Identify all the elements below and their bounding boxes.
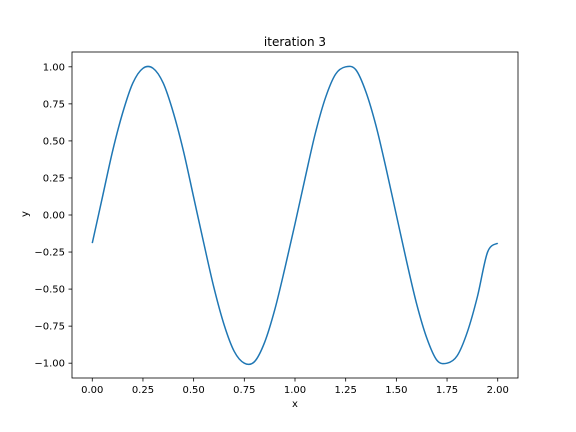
y-tick-label: −0.25 (34, 248, 65, 259)
chart-title: iteration 3 (264, 35, 326, 49)
x-tick-label: 0.75 (233, 385, 255, 396)
x-tick-label: 1.50 (385, 385, 407, 396)
y-tick-label: 0.50 (43, 136, 65, 147)
y-tick-label: 0.75 (43, 99, 65, 110)
x-tick-label: 2.00 (487, 385, 509, 396)
plot-frame (72, 52, 518, 378)
x-tick-label: 0.50 (183, 385, 205, 396)
y-tick-label: −1.00 (34, 359, 65, 370)
x-tick-label: 0.25 (132, 385, 154, 396)
x-axis-label: x (292, 399, 298, 410)
x-tick-label: 1.75 (436, 385, 458, 396)
series-line-0 (92, 66, 497, 364)
y-axis: 1.00 0.75 0.50 0.25 0.00 −0.25 −0.50 −0.75 −1.00 (34, 62, 72, 369)
y-tick-label: 1.00 (43, 62, 65, 73)
plot-area (72, 52, 518, 378)
x-tick-label: 0.00 (81, 385, 103, 396)
y-tick-label: 0.00 (43, 211, 65, 222)
y-tick-label: −0.75 (34, 322, 65, 333)
x-axis: 0.00 0.25 0.50 0.75 1.00 1.25 1.50 1.75 2.00 (81, 378, 509, 396)
y-axis-label: y (20, 211, 31, 217)
y-tick-label: −0.50 (34, 285, 65, 296)
y-tick-label: 0.25 (43, 173, 65, 184)
x-tick-label: 1.25 (335, 385, 357, 396)
x-tick-label: 1.00 (284, 385, 306, 396)
